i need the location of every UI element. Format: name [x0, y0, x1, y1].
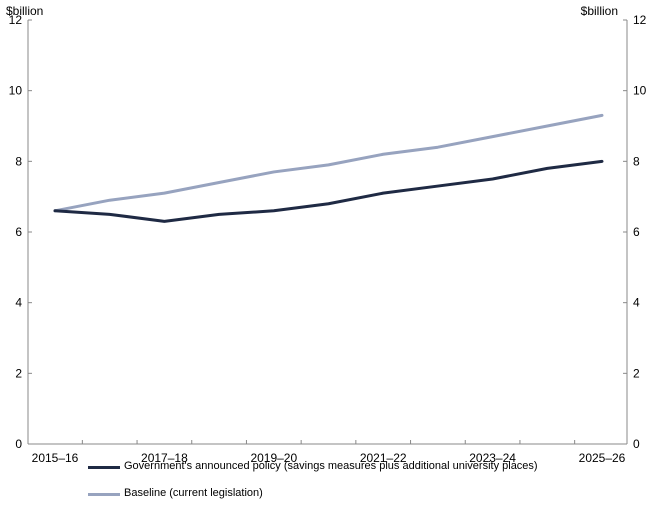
y-tick-label-right: 8 [633, 154, 640, 168]
y-tick-label-right: 2 [633, 366, 640, 380]
y-tick-label-left: 10 [9, 84, 23, 98]
legend-swatch-baseline [88, 493, 120, 496]
y-tick-label-left: 0 [15, 437, 22, 451]
y-tick-label-right: 6 [633, 225, 640, 239]
y-tick-label-left: 8 [15, 154, 22, 168]
legend-swatch-policy [88, 466, 120, 469]
y-tick-label-right: 12 [633, 13, 647, 27]
y-tick-label-right: 4 [633, 296, 640, 310]
y-axis-unit-left: $billion [6, 4, 43, 18]
legend-label-policy: Government's announced policy (savings m… [124, 460, 538, 472]
x-tick-label: 2017–18 [141, 451, 188, 465]
x-tick-label: 2021–22 [360, 451, 407, 465]
series-line-baseline [53, 113, 604, 213]
chart-axes: 0 0 2 2 4 4 6 6 8 8 10 10 12 12 2015–16 2017–18 2019–20 2… [9, 13, 647, 465]
x-tick-label: 2015–16 [32, 451, 79, 465]
y-tick-label-left: 2 [15, 366, 22, 380]
y-tick-label-right: 0 [633, 437, 640, 451]
y-axis-unit-right: $billion [581, 4, 618, 18]
y-tick-label-left: 4 [15, 296, 22, 310]
x-tick-label: 2019–20 [250, 451, 297, 465]
legend-label-baseline: Baseline (current legislation) [124, 487, 263, 499]
y-tick-label-left: 12 [9, 13, 23, 27]
x-tick-label: 2023–24 [469, 451, 516, 465]
y-tick-label-right: 10 [633, 84, 647, 98]
series-line-policy [53, 159, 604, 223]
y-tick-label-left: 6 [15, 225, 22, 239]
chart-series [53, 113, 604, 223]
x-tick-label: 2025–26 [579, 451, 626, 465]
